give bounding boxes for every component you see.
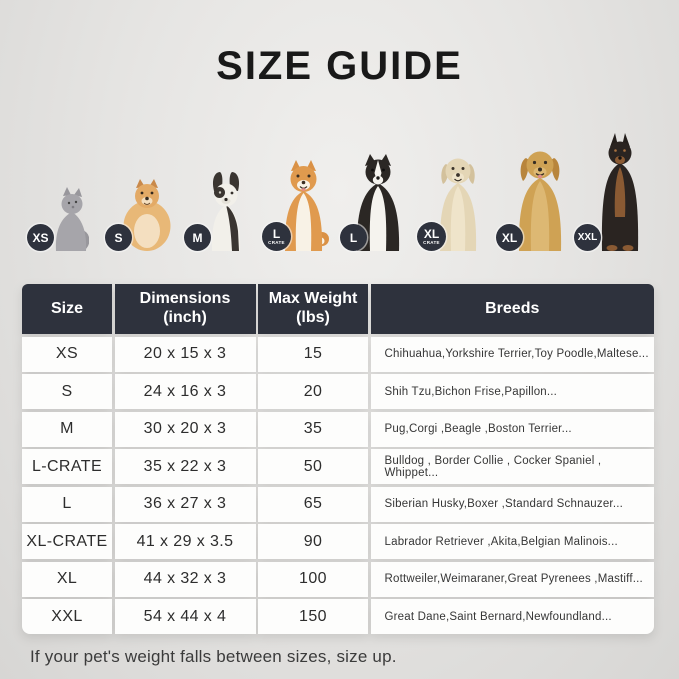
size-badge-label: L bbox=[349, 230, 358, 245]
cat-illustration bbox=[51, 187, 89, 251]
french-bulldog-illustration bbox=[205, 171, 247, 251]
page-title: SIZE GUIDE bbox=[216, 44, 463, 88]
size-badge-sublabel: CRATE bbox=[268, 239, 285, 245]
size-cell: XL-CRATE bbox=[22, 524, 112, 559]
size-badge-l-crate: L CRATE bbox=[262, 222, 291, 251]
border-collie-illustration bbox=[348, 153, 408, 251]
breeds-cell: Pug,Corgi ,Beagle ,Boston Terrier... bbox=[370, 411, 654, 447]
size-badge-s: S bbox=[105, 224, 132, 251]
weight-cell: 15 bbox=[258, 336, 368, 372]
weight-cell: 35 bbox=[258, 411, 368, 447]
weight-cell: 150 bbox=[258, 599, 368, 634]
breeds-cell: Chihuahua,Yorkshire Terrier,Toy Poodle,M… bbox=[370, 336, 654, 372]
labrador-illustration bbox=[431, 151, 485, 251]
size-cell: XS bbox=[22, 336, 112, 372]
size-badge-xl: XL bbox=[496, 224, 523, 251]
dimensions-cell: 41 x 29 x 3.5 bbox=[114, 524, 256, 559]
size-badge-label: S bbox=[114, 230, 123, 245]
weight-cell: 50 bbox=[258, 449, 368, 484]
weight-cell: 65 bbox=[258, 486, 368, 522]
breeds-cell: Great Dane,Saint Bernard,Newfoundland... bbox=[370, 599, 654, 634]
size-cell: XL bbox=[22, 561, 112, 597]
breeds-cell: Siberian Husky,Boxer ,Standard Schnauzer… bbox=[370, 486, 654, 522]
size-badge-label: M bbox=[192, 230, 203, 245]
sizing-advice-note: If your pet's weight falls between sizes… bbox=[30, 647, 397, 666]
size-badge-sublabel: CRATE bbox=[423, 239, 440, 245]
size-cell: S bbox=[22, 374, 112, 409]
size-cell: XXL bbox=[22, 599, 112, 634]
column-header-size: Size bbox=[22, 284, 112, 334]
weight-cell: 90 bbox=[258, 524, 368, 559]
size-badge-label: XL bbox=[423, 226, 440, 241]
dimensions-cell: 20 x 15 x 3 bbox=[114, 336, 256, 372]
breeds-cell: Labrador Retriever ,Akita,Belgian Malino… bbox=[370, 524, 654, 559]
dimensions-cell: 30 x 20 x 3 bbox=[114, 411, 256, 447]
weight-cell: 100 bbox=[258, 561, 368, 597]
dimensions-cell: 24 x 16 x 3 bbox=[114, 374, 256, 409]
size-cell: L-CRATE bbox=[22, 449, 112, 484]
dimensions-cell: 44 x 32 x 3 bbox=[114, 561, 256, 597]
size-guide-table: Size Dimensions (inch) Max Weight (lbs) … bbox=[22, 284, 654, 634]
size-badge-xxl: XXL bbox=[574, 224, 601, 251]
column-header-breeds: Breeds bbox=[370, 284, 654, 334]
doberman-illustration bbox=[592, 133, 648, 251]
size-cell: M bbox=[22, 411, 112, 447]
breeds-cell: Bulldog , Border Collie , Cocker Spaniel… bbox=[370, 449, 654, 484]
size-cell: L bbox=[22, 486, 112, 522]
dimensions-cell: 54 x 44 x 4 bbox=[114, 599, 256, 634]
size-badge-xl-crate: XL CRATE bbox=[417, 222, 446, 251]
column-header-max-weight: Max Weight (lbs) bbox=[258, 284, 368, 334]
golden-retriever-illustration bbox=[509, 145, 571, 251]
weight-cell: 20 bbox=[258, 374, 368, 409]
dimensions-cell: 35 x 22 x 3 bbox=[114, 449, 256, 484]
breeds-cell: Shih Tzu,Bichon Frise,Papillon... bbox=[370, 374, 654, 409]
size-badge-label: L bbox=[272, 226, 281, 241]
shiba-inu-illustration bbox=[276, 159, 330, 251]
column-header-dimensions: Dimensions (inch) bbox=[114, 284, 256, 334]
size-badge-xs: XS bbox=[27, 224, 54, 251]
dimensions-cell: 36 x 27 x 3 bbox=[114, 486, 256, 522]
pomeranian-illustration bbox=[122, 177, 172, 251]
size-badge-label: XXL bbox=[577, 231, 598, 243]
size-badge-label: XS bbox=[32, 230, 49, 245]
size-badge-m: M bbox=[184, 224, 211, 251]
size-badge-l: L bbox=[340, 224, 367, 251]
breeds-cell: Rottweiler,Weimaraner,Great Pyrenees ,Ma… bbox=[370, 561, 654, 597]
size-badge-label: XL bbox=[501, 230, 518, 245]
